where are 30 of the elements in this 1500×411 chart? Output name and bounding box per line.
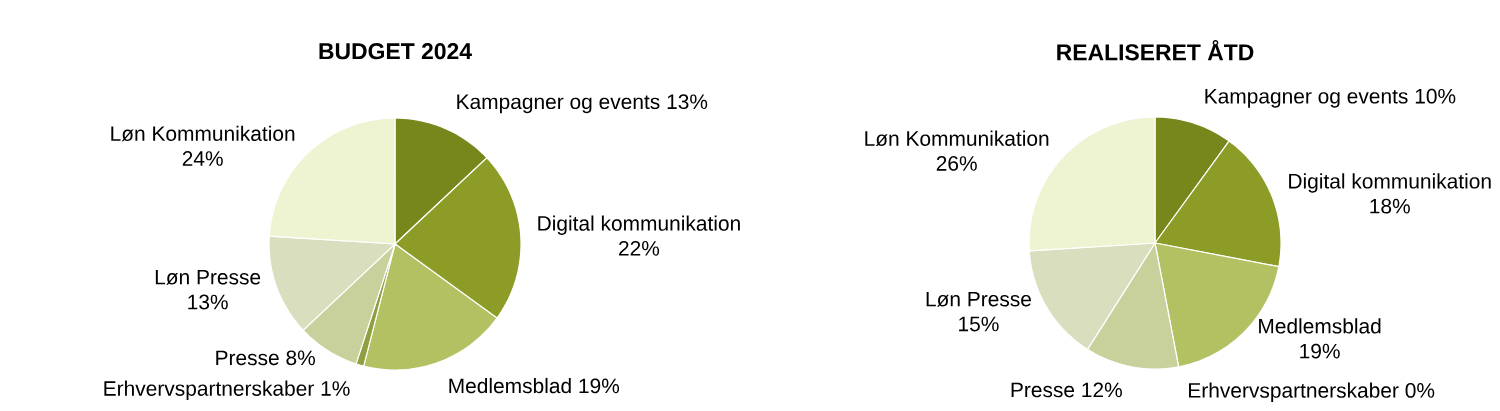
slice-label: Presse	[1011, 382, 1075, 398]
slice-label: Løn Kommunikation	[111, 125, 295, 142]
data-label: 8%	[286, 350, 315, 366]
slice-label: Løn Kommunikation	[865, 130, 1049, 147]
slice-label: Digital kommunikation	[1289, 173, 1491, 193]
data-label: 26%	[936, 156, 977, 171]
data-label: 12%	[1082, 382, 1122, 398]
slice-label: Medlemsblad	[1259, 318, 1381, 334]
data-label: 18%	[1370, 198, 1410, 214]
data-label: 15%	[959, 316, 999, 332]
chart-title: BUDGET 2024	[319, 43, 472, 60]
text: 0%	[1405, 383, 1435, 398]
slice-label: Kampagner og events	[457, 94, 660, 114]
slice-label: Presse	[216, 350, 279, 366]
data-label: 24%	[182, 151, 223, 166]
data-label: 1%	[321, 381, 350, 396]
slice-label: Medlemsblad	[449, 377, 571, 394]
data-label: 13%	[667, 94, 708, 110]
slice-label: Løn Presse	[155, 269, 261, 285]
data-label: 10%	[1415, 88, 1456, 104]
slice-label: Digital kommunikation	[538, 215, 740, 235]
data-label: 19%	[579, 378, 620, 394]
data-label: 19%	[1300, 343, 1340, 359]
data-label: 13%	[188, 294, 228, 310]
category-label: Erhvervspartnerskaber	[1189, 382, 1399, 402]
slice-label: Løn Presse	[926, 291, 1031, 307]
chart-title: REALISERET ÅTD	[1057, 40, 1254, 61]
slice-label: Erhvervspartnerskaber	[104, 380, 314, 401]
slice-label: Kampagner og events	[1205, 89, 1408, 108]
data-label: 22%	[619, 240, 660, 256]
